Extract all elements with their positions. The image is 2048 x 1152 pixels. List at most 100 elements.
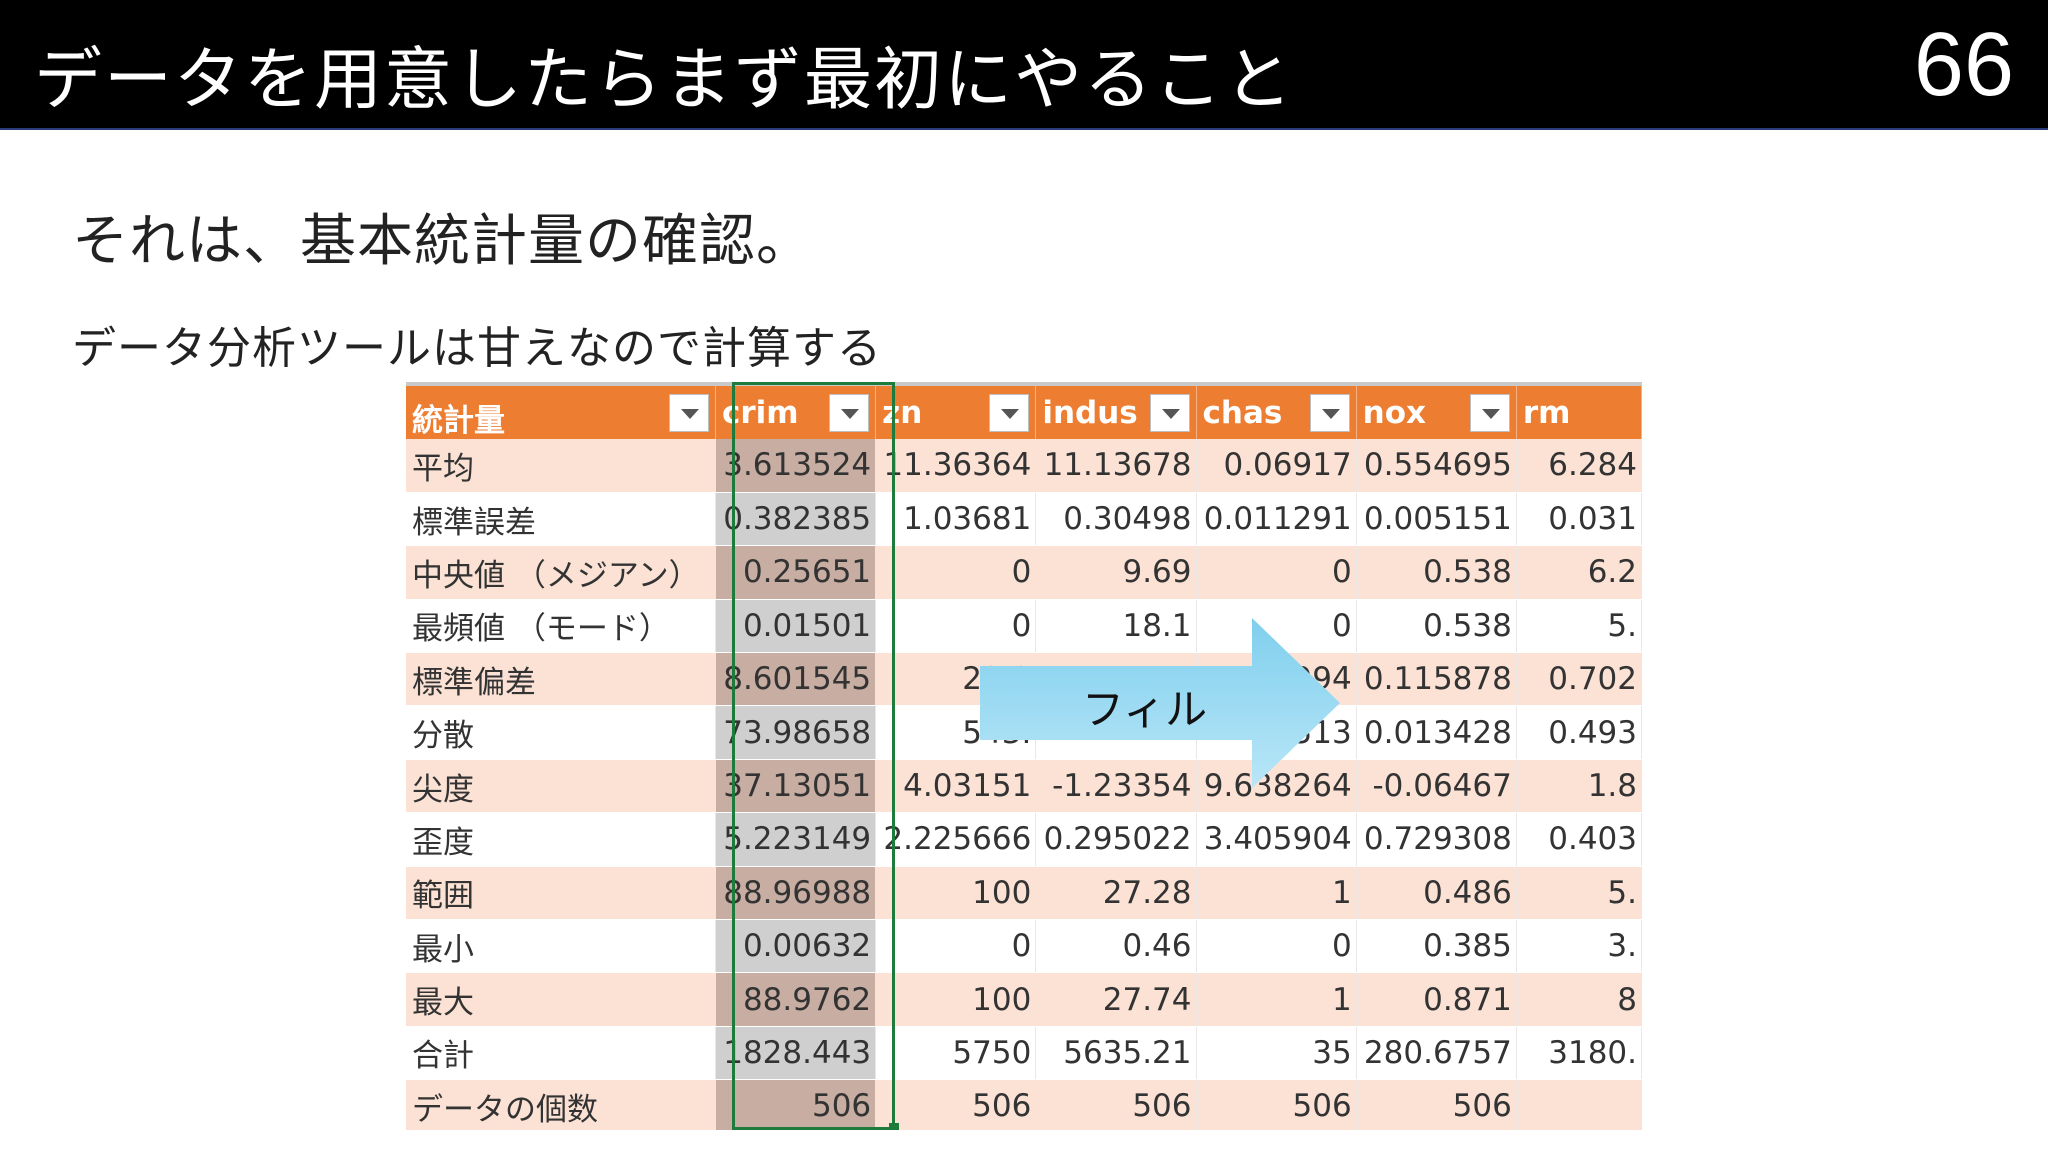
table-cell[interactable]: 0.30498 xyxy=(1035,492,1197,547)
row-label-cell[interactable]: 標準誤差 xyxy=(406,492,716,547)
table-cell[interactable]: 3.613524 xyxy=(715,439,877,493)
table-cell[interactable]: 27.28 xyxy=(1035,866,1197,921)
table-cell[interactable]: 0.00632 xyxy=(715,919,877,974)
table-cell[interactable]: 0.295022 xyxy=(1035,812,1197,867)
table-cell[interactable]: 0 xyxy=(875,599,1037,654)
table-cell[interactable]: 0 xyxy=(875,919,1037,974)
table-cell[interactable]: 1828.443 xyxy=(715,1026,877,1081)
table-cell[interactable]: -0.06467 xyxy=(1356,759,1517,814)
table-cell[interactable]: 73.98658 xyxy=(715,705,877,760)
column-header-zn: zn xyxy=(875,382,1037,439)
row-label-cell[interactable]: 歪度 xyxy=(406,812,716,867)
row-label-cell[interactable]: 分散 xyxy=(406,705,716,760)
subtitle: それは、基本統計量の確認。 xyxy=(72,209,813,274)
table-cell[interactable]: 0 xyxy=(1196,919,1357,974)
table-cell[interactable]: 8 xyxy=(1516,972,1642,1027)
table-cell[interactable]: 5635.21 xyxy=(1035,1026,1197,1081)
table-cell[interactable]: 37.13051 xyxy=(715,759,877,814)
table-cell[interactable]: 0.871 xyxy=(1356,972,1517,1027)
table-cell[interactable]: 3. xyxy=(1516,919,1642,974)
table-cell[interactable]: 11.13678 xyxy=(1035,439,1197,493)
table-cell[interactable]: 8.601545 xyxy=(715,652,877,707)
row-label-cell[interactable]: 中央値 （メジアン） xyxy=(406,545,716,600)
filter-dropdown-button[interactable] xyxy=(668,394,709,432)
row-label-cell[interactable]: 最大 xyxy=(406,972,716,1027)
row-label-cell[interactable]: 範囲 xyxy=(406,866,716,921)
table-cell[interactable]: 5.223149 xyxy=(715,812,877,867)
table-cell[interactable]: 100 xyxy=(875,866,1037,921)
table-cell[interactable]: 0.115878 xyxy=(1356,652,1517,707)
row-label-cell[interactable]: 尖度 xyxy=(406,759,716,814)
table-cell[interactable]: 1.03681 xyxy=(875,492,1037,547)
table-cell[interactable]: 6.2 xyxy=(1516,545,1642,600)
filter-dropdown-button[interactable] xyxy=(829,394,870,432)
table-cell[interactable]: 0.493 xyxy=(1516,705,1642,760)
table-cell[interactable]: 0.729308 xyxy=(1356,812,1517,867)
table-cell[interactable]: -1.23354 xyxy=(1035,759,1197,814)
table-cell[interactable]: 0.013428 xyxy=(1356,705,1517,760)
table-cell[interactable] xyxy=(1516,1079,1642,1130)
column-header-chas: chas xyxy=(1196,382,1357,439)
row-label-cell[interactable]: データの個数 xyxy=(406,1079,716,1130)
table-cell[interactable]: 9.638264 xyxy=(1196,759,1357,814)
table-cell[interactable]: 88.96988 xyxy=(715,866,877,921)
table-cell[interactable]: 0.403 xyxy=(1516,812,1642,867)
table-cell[interactable]: 1 xyxy=(1196,866,1357,921)
fill-handle[interactable] xyxy=(889,1123,899,1130)
table-cell[interactable]: 0.01501 xyxy=(715,599,877,654)
table-cell[interactable]: 1.8 xyxy=(1516,759,1642,814)
column-header-stat: 統計量 xyxy=(406,382,716,439)
table-cell[interactable]: 0.702 xyxy=(1516,652,1642,707)
table-row: 標準誤差 0.382385 1.03681 0.30498 0.011291 0.0051… xyxy=(406,492,1642,547)
table-cell[interactable]: 280.6757 xyxy=(1356,1026,1517,1081)
table-cell[interactable]: 2.225666 xyxy=(875,812,1037,867)
table-cell[interactable]: 0.46 xyxy=(1035,919,1197,974)
table-cell[interactable]: 0.538 xyxy=(1356,545,1517,600)
table-row: 合計 1828.443 5750 5635.21 35 280.6757 3180. xyxy=(406,1026,1642,1081)
filter-dropdown-button[interactable] xyxy=(1149,394,1190,432)
right-arrow-icon xyxy=(980,618,1340,788)
table-cell[interactable]: 100 xyxy=(875,972,1037,1027)
table-cell[interactable]: 6.284 xyxy=(1516,439,1642,493)
row-label-cell[interactable]: 最小 xyxy=(406,919,716,974)
table-cell[interactable]: 5. xyxy=(1516,866,1642,921)
row-label-cell[interactable]: 平均 xyxy=(406,439,716,493)
column-header-crim: crim xyxy=(715,382,877,439)
table-cell[interactable]: 4.03151 xyxy=(875,759,1037,814)
table-cell[interactable]: 0.486 xyxy=(1356,866,1517,921)
table-cell[interactable]: 9.69 xyxy=(1035,545,1197,600)
table-cell[interactable]: 3180. xyxy=(1516,1026,1642,1081)
table-cell[interactable]: 35 xyxy=(1196,1026,1357,1081)
table-cell[interactable]: 1 xyxy=(1196,972,1357,1027)
table-cell[interactable]: 0.538 xyxy=(1356,599,1517,654)
table-cell[interactable]: 506 xyxy=(715,1079,877,1130)
table-cell[interactable]: 506 xyxy=(1356,1079,1517,1130)
filter-dropdown-button[interactable] xyxy=(1469,394,1510,432)
table-cell[interactable]: 3.405904 xyxy=(1196,812,1357,867)
row-label-cell[interactable]: 合計 xyxy=(406,1026,716,1081)
column-header-rm: rm xyxy=(1516,382,1642,439)
table-cell[interactable]: 88.9762 xyxy=(715,972,877,1027)
table-cell[interactable]: 0.011291 xyxy=(1196,492,1357,547)
table-cell[interactable]: 506 xyxy=(875,1079,1037,1130)
filter-dropdown-button[interactable] xyxy=(989,394,1030,432)
table-cell[interactable]: 0.382385 xyxy=(715,492,877,547)
table-cell[interactable]: 0.385 xyxy=(1356,919,1517,974)
table-cell[interactable]: 5. xyxy=(1516,599,1642,654)
table-cell[interactable]: 506 xyxy=(1035,1079,1197,1130)
table-cell[interactable]: 506 xyxy=(1196,1079,1357,1130)
table-cell[interactable]: 18.1 xyxy=(1035,599,1197,654)
row-label-cell[interactable]: 最頻値 （モード） xyxy=(406,599,716,654)
table-cell[interactable]: 0.554695 xyxy=(1356,439,1517,493)
table-cell[interactable]: 5750 xyxy=(875,1026,1037,1081)
table-cell[interactable]: 11.36364 xyxy=(875,439,1037,493)
table-cell[interactable]: 27.74 xyxy=(1035,972,1197,1027)
table-cell[interactable]: 0.031 xyxy=(1516,492,1642,547)
table-cell[interactable]: 0.06917 xyxy=(1196,439,1357,493)
table-cell[interactable]: 0.005151 xyxy=(1356,492,1517,547)
filter-dropdown-button[interactable] xyxy=(1309,394,1350,432)
table-cell[interactable]: 0.25651 xyxy=(715,545,877,600)
table-cell[interactable]: 0 xyxy=(875,545,1037,600)
table-cell[interactable]: 0 xyxy=(1196,545,1357,600)
row-label-cell[interactable]: 標準偏差 xyxy=(406,652,716,707)
